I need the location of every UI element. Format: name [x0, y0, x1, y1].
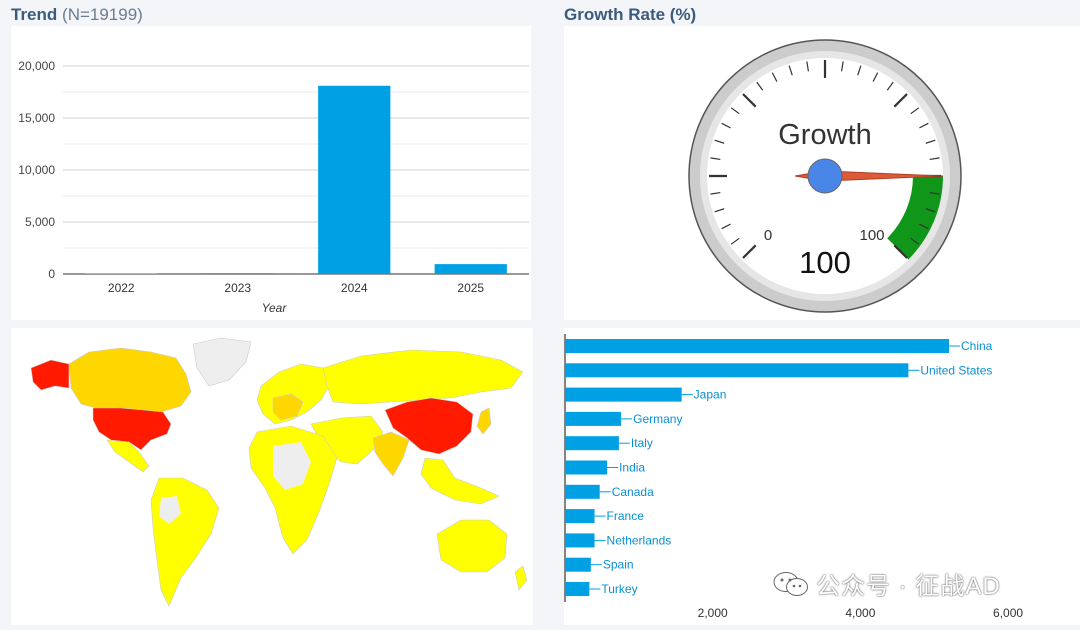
- y-tick-label: 20,000: [18, 59, 55, 73]
- trend-bar-2023[interactable]: [202, 273, 274, 274]
- country-label: France: [607, 509, 645, 523]
- map-alaska: [31, 360, 69, 390]
- country-label: China: [961, 339, 993, 353]
- y-tick-label: 5,000: [25, 215, 55, 229]
- trend-title: Trend: [11, 5, 57, 24]
- map-japan: [477, 408, 491, 434]
- country-label: Turkey: [601, 582, 637, 596]
- country-label: Italy: [631, 436, 653, 450]
- country-label: Germany: [633, 412, 682, 426]
- country-label: India: [619, 461, 645, 475]
- watermark: 公众号 · 征战AD: [772, 566, 1001, 601]
- trend-chart: 0 5,000 10,000 15,000 20,000 2022 2023 2024 2025…: [11, 26, 531, 320]
- country-label: Netherlands: [607, 533, 672, 547]
- country-bar-united-states[interactable]: [565, 363, 908, 377]
- x-tick-label: 2022: [108, 281, 135, 295]
- map-card: [11, 328, 533, 625]
- map-russia: [323, 350, 523, 404]
- world-map: [11, 328, 533, 625]
- country-label: Spain: [603, 558, 634, 572]
- country-bar-india[interactable]: [565, 461, 607, 475]
- map-usa: [93, 408, 171, 450]
- trend-card: 0 5,000 10,000 15,000 20,000 2022 2023 2024 2025…: [11, 26, 531, 320]
- y-tick-label: 15,000: [18, 111, 55, 125]
- map-canada: [69, 348, 191, 412]
- growth-panel-title: Growth Rate (%): [564, 5, 696, 25]
- map-southeast-asia: [421, 458, 499, 504]
- country-bar-japan[interactable]: [565, 388, 682, 402]
- country-bar-china[interactable]: [565, 339, 949, 353]
- country-bar-germany[interactable]: [565, 412, 621, 426]
- y-tick-label: 10,000: [18, 163, 55, 177]
- watermark-text: 公众号 · 征战AD: [816, 566, 1001, 601]
- x-axis-title: Year: [262, 301, 288, 315]
- trend-bar-2024[interactable]: [318, 86, 390, 274]
- growth-gauge: Growth 0 100 100: [564, 26, 1080, 320]
- gauge-hub: [808, 159, 842, 193]
- x-tick-label: 2025: [457, 281, 484, 295]
- country-x-tick-label: 2,000: [698, 606, 728, 620]
- country-x-tick-label: 4,000: [845, 606, 875, 620]
- map-india: [373, 432, 409, 476]
- country-bar-turkey[interactable]: [565, 582, 589, 596]
- x-tick-label: 2023: [224, 281, 251, 295]
- y-tick-label: 0: [48, 267, 55, 281]
- gauge-min-label: 0: [764, 227, 772, 244]
- map-greenland: [193, 338, 251, 386]
- country-bar-netherlands[interactable]: [565, 533, 595, 547]
- country-x-tick-label: 6,000: [993, 606, 1023, 620]
- map-australia: [437, 520, 507, 572]
- trend-subtitle: (N=19199): [62, 5, 143, 24]
- gauge-value-text: 100: [799, 245, 851, 280]
- gauge-label: Growth: [778, 119, 871, 151]
- country-bar-spain[interactable]: [565, 558, 591, 572]
- country-label: Japan: [694, 388, 727, 402]
- country-label: United States: [920, 363, 992, 377]
- trend-bar-2025[interactable]: [435, 264, 507, 274]
- country-bar-italy[interactable]: [565, 436, 619, 450]
- gauge-max-label: 100: [859, 227, 884, 244]
- trend-panel-title: Trend (N=19199): [11, 5, 143, 25]
- gauge-card: Growth 0 100 100: [564, 26, 1080, 320]
- map-south-america: [151, 478, 219, 606]
- wechat-icon: [772, 571, 810, 597]
- country-bar-france[interactable]: [565, 509, 595, 523]
- x-tick-label: 2024: [341, 281, 368, 295]
- map-new-zealand: [515, 566, 527, 590]
- country-label: Canada: [612, 485, 654, 499]
- country-bar-canada[interactable]: [565, 485, 600, 499]
